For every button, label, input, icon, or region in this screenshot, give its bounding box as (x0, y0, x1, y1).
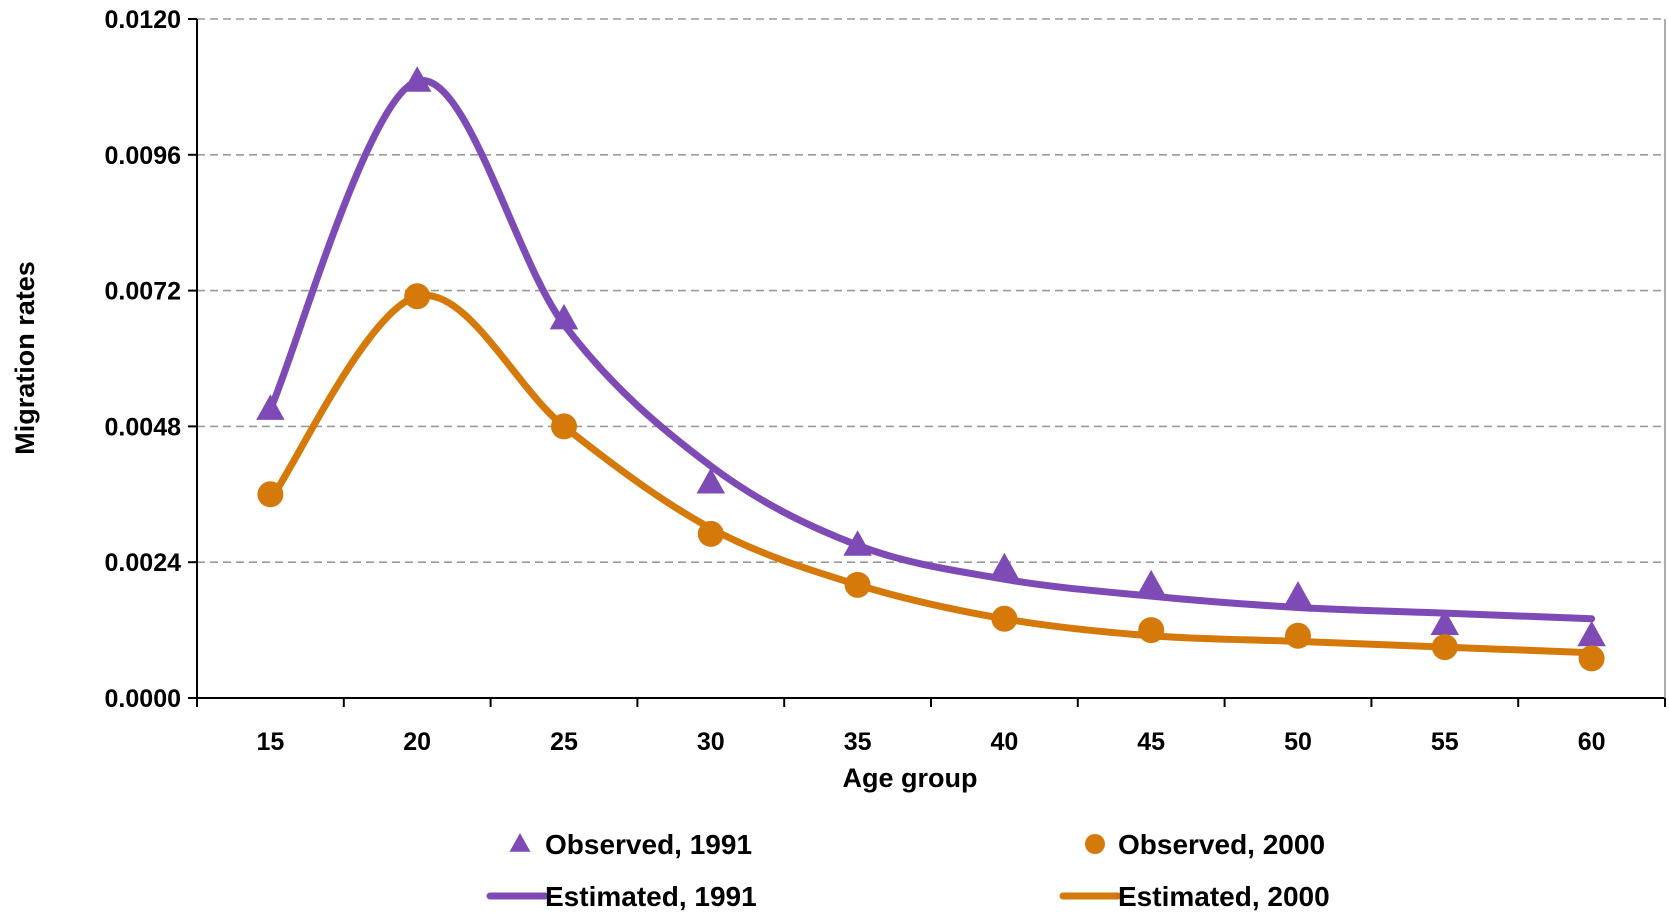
data-point-triangle (990, 552, 1019, 579)
y-axis-title: Migration rates (10, 261, 40, 455)
axes: 0.0000 0.0024 0.0048 0.0072 0.0096 0.0120 15 20… (105, 6, 1666, 756)
data-point-circle (697, 520, 724, 547)
y-tick-label: 0.0072 (105, 278, 181, 306)
x-tick-label: 25 (550, 728, 578, 756)
x-tick-label: 20 (403, 728, 431, 756)
data-point-triangle (1577, 620, 1606, 647)
data-point-circle (1431, 634, 1458, 661)
gridlines (197, 18, 1665, 564)
data-point-triangle (256, 394, 285, 420)
data-point-triangle (1136, 569, 1166, 596)
x-tick-label: 45 (1137, 728, 1165, 756)
legend-label: Estimated, 2000 (1118, 881, 1330, 912)
data-point-circle (1578, 645, 1605, 672)
data-point-circle (257, 481, 284, 508)
x-axis-title: Age group (843, 763, 978, 793)
legend-circle-marker (1085, 834, 1105, 854)
x-tick-label: 35 (844, 728, 872, 756)
data-point-circle (844, 571, 871, 598)
x-tick-label: 15 (256, 728, 284, 756)
series-group (256, 66, 1606, 672)
x-tick-label: 30 (697, 728, 725, 756)
x-tick-label: 40 (990, 728, 1018, 756)
x-tick-label: 50 (1284, 728, 1312, 756)
y-tick-label: 0.0048 (105, 413, 182, 441)
data-point-triangle (1430, 609, 1460, 635)
data-point-triangle (549, 303, 579, 330)
series-line-estimated-2000 (266, 291, 1596, 657)
data-point-circle (1138, 617, 1165, 644)
data-point-triangle (402, 66, 432, 92)
data-point-circle (991, 605, 1018, 632)
y-tick-label: 0.0000 (105, 685, 181, 713)
legend-label: Observed, 2000 (1118, 829, 1325, 860)
series-line-estimated-1991 (266, 77, 1596, 623)
legend-label: Estimated, 1991 (545, 881, 757, 912)
data-point-circle (551, 413, 577, 440)
data-point-triangle (843, 530, 872, 556)
legend-label: Observed, 1991 (545, 829, 752, 860)
x-tick-label: 55 (1431, 728, 1459, 756)
y-tick-label: 0.0096 (105, 142, 181, 170)
data-point-circle (1285, 622, 1311, 649)
data-point-circle (404, 283, 431, 310)
data-point-triangle (696, 467, 726, 494)
legend: Observed, 1991 Observed, 2000 Estimated, 1… (486, 829, 1330, 912)
y-tick-label: 0.0024 (105, 549, 182, 577)
legend-triangle-marker (509, 833, 531, 852)
data-point-triangle (1283, 581, 1313, 607)
y-tick-label: 0.0120 (105, 6, 181, 34)
x-tick-label: 60 (1578, 728, 1606, 756)
